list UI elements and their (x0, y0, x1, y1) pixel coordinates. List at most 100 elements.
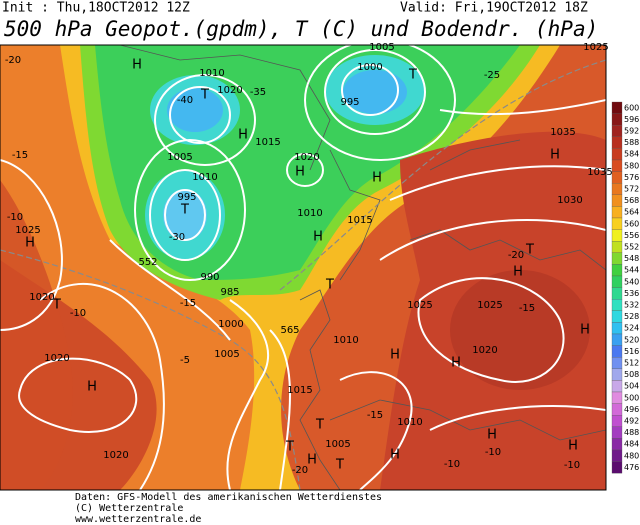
colorbar-swatch (611, 368, 623, 381)
colorbar-swatch (611, 101, 623, 114)
contour-label: -40 (177, 95, 193, 106)
contour-label: -15 (519, 303, 535, 314)
pressure-center-label: H (313, 230, 323, 245)
colorbar-swatch (611, 426, 623, 439)
contour-label: 1010 (192, 172, 217, 183)
colorbar-label: 596 (624, 115, 639, 124)
contour-label: 1025 (583, 42, 608, 53)
pressure-center-label: H (550, 148, 560, 163)
title: 500 hPa Geopot.(gpdm), T (C) und Bodendr… (4, 17, 598, 41)
colorbar-label: 576 (624, 173, 639, 182)
colorbar-swatch (611, 217, 623, 230)
contour-label: -15 (180, 298, 196, 309)
colorbar-label: 476 (624, 463, 639, 472)
colorbar-swatch (611, 264, 623, 277)
colorbar-swatch (611, 299, 623, 311)
pressure-center-label: T (325, 278, 334, 293)
colorbar-label: 544 (624, 266, 639, 275)
colorbar-label: 520 (624, 335, 639, 344)
contour-label: -10 (7, 212, 23, 223)
pressure-center-label: H (25, 236, 35, 251)
valid-time: Valid: Fri,19OCT2012 18Z (400, 1, 588, 16)
contour-label: 985 (220, 287, 239, 298)
colorbar-swatch (611, 159, 623, 172)
contour-label: 1010 (397, 417, 422, 428)
init-time: Init : Thu,18OCT2012 12Z (2, 1, 190, 16)
contour-label: -15 (367, 410, 383, 421)
colorbar-label: 528 (624, 312, 639, 321)
colorbar-swatch (611, 206, 623, 219)
contour-label: 1000 (357, 62, 382, 73)
contour-label: 1005 (369, 42, 394, 53)
contour-label: 1005 (325, 439, 350, 450)
contour-label: 1020 (29, 292, 54, 303)
colorbar-label: 584 (624, 150, 639, 159)
contour-label: -10 (564, 460, 580, 471)
contour-label: 1000 (218, 319, 243, 330)
colorbar-swatch (611, 148, 623, 161)
pressure-center-label: H (580, 323, 590, 338)
pressure-center-label: H (238, 128, 248, 143)
pressure-center-label: H (87, 380, 97, 395)
contour-label: -20 (5, 55, 21, 66)
colorbar-swatch (611, 194, 623, 207)
colorbar-swatch (611, 275, 623, 288)
colorbar-label: 560 (624, 219, 639, 228)
colorbar-swatch (611, 357, 623, 369)
pressure-center-label: H (568, 439, 578, 454)
contour-label: -15 (12, 150, 28, 161)
colorbar-label: 492 (624, 417, 639, 426)
colorbar-swatch (611, 252, 623, 265)
colorbar-swatch (611, 136, 623, 149)
pressure-center-label: H (390, 348, 400, 363)
colorbar-label: 500 (624, 393, 639, 402)
contour-label: 995 (177, 192, 196, 203)
contour-label: 1010 (333, 335, 358, 346)
contour-label: 1030 (557, 195, 582, 206)
colorbar-label: 488 (624, 428, 639, 437)
colorbar-swatch (611, 345, 623, 358)
colorbar-swatch (611, 380, 623, 393)
pressure-center-label: H (132, 58, 142, 73)
colorbar-label: 484 (624, 440, 639, 449)
pressure-center-label: H (307, 453, 317, 468)
colorbar-label: 512 (624, 359, 639, 368)
pressure-center-label: H (513, 265, 523, 280)
footer-line: (C) Wetterzentrale (75, 503, 183, 514)
colorbar-swatch (611, 438, 623, 451)
contour-label: 1025 (477, 300, 502, 311)
pressure-center-label: T (315, 418, 324, 433)
colorbar-label: 508 (624, 370, 639, 379)
pressure-center-label: T (52, 298, 61, 313)
colorbar-swatch (611, 391, 623, 404)
contour-label: 1020 (44, 353, 69, 364)
footer-line: Daten: GFS-Modell des amerikanischen Wet… (75, 492, 382, 503)
colorbar-swatch (611, 241, 623, 253)
colorbar-swatch (611, 125, 623, 137)
contour-label: -10 (70, 308, 86, 319)
contour-label: 1010 (297, 208, 322, 219)
colorbar-swatch (611, 310, 623, 323)
contour-label: -20 (292, 465, 308, 476)
colorbar-label: 600 (624, 103, 639, 112)
pressure-center-label: T (180, 203, 189, 218)
pressure-center-label: H (372, 171, 382, 186)
colorbar-label: 540 (624, 277, 639, 286)
colorbar-label: 524 (624, 324, 639, 333)
colorbar-swatch (611, 287, 623, 300)
colorbar-label: 556 (624, 231, 639, 240)
colorbar-swatch (611, 229, 623, 242)
contour-label: 1020 (294, 152, 319, 163)
colorbar-swatch (611, 461, 623, 474)
colorbar-label: 504 (624, 382, 639, 391)
pressure-center-label: T (200, 88, 209, 103)
contour-label: 990 (200, 272, 219, 283)
contour-label: -10 (485, 447, 501, 458)
map (0, 44, 607, 491)
contour-label: -20 (508, 250, 524, 261)
colorbar-label: 572 (624, 185, 639, 194)
contour-label: 1015 (287, 385, 312, 396)
contour-label: 1010 (199, 68, 224, 79)
